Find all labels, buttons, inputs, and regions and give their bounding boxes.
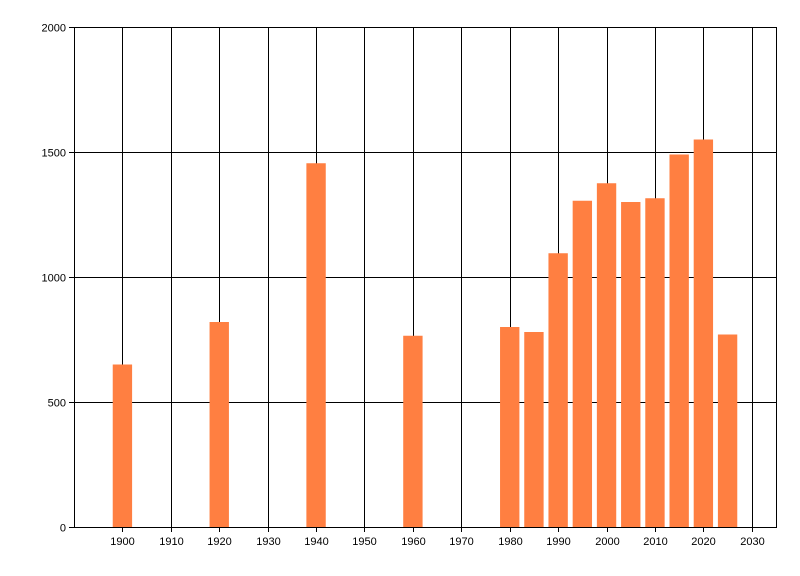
bar [500, 327, 520, 527]
x-tick-label: 1930 [256, 536, 280, 548]
x-tick-label: 2000 [595, 536, 619, 548]
bars-layer [112, 139, 738, 527]
y-tick-label: 500 [48, 398, 66, 410]
x-tick-label: 1980 [498, 536, 522, 548]
bar [112, 364, 133, 527]
bar [209, 322, 229, 527]
bar [306, 163, 326, 527]
bar [596, 183, 617, 527]
bar [572, 200, 593, 527]
y-tick-label: 1500 [42, 148, 66, 160]
bar [403, 335, 423, 527]
x-tick-label: 1990 [546, 536, 570, 548]
axes-layer [69, 27, 777, 532]
bar [645, 198, 665, 527]
x-tick-label: 2030 [740, 536, 764, 548]
y-tick-label: 2000 [42, 23, 66, 35]
bar [693, 139, 714, 527]
bar [669, 154, 689, 527]
x-tick-label: 1910 [159, 536, 183, 548]
y-tick-label: 1000 [42, 273, 66, 285]
y-tick-label: 0 [60, 523, 66, 535]
bar [524, 332, 544, 527]
x-tick-label: 2020 [691, 536, 715, 548]
x-tick-label: 1950 [352, 536, 376, 548]
x-tick-label: 1940 [304, 536, 328, 548]
bar [548, 253, 568, 527]
x-tick-label: 1920 [207, 536, 231, 548]
x-tick-label: 1960 [401, 536, 425, 548]
bar [717, 334, 738, 527]
bar [621, 202, 641, 527]
x-tick-label: 1970 [449, 536, 473, 548]
x-tick-label: 2010 [643, 536, 667, 548]
x-tick-label: 1900 [110, 536, 134, 548]
labels-layer: 0 500 1000 1500 2000 1900 1910 1920 1930 1940 1950… [42, 23, 765, 549]
